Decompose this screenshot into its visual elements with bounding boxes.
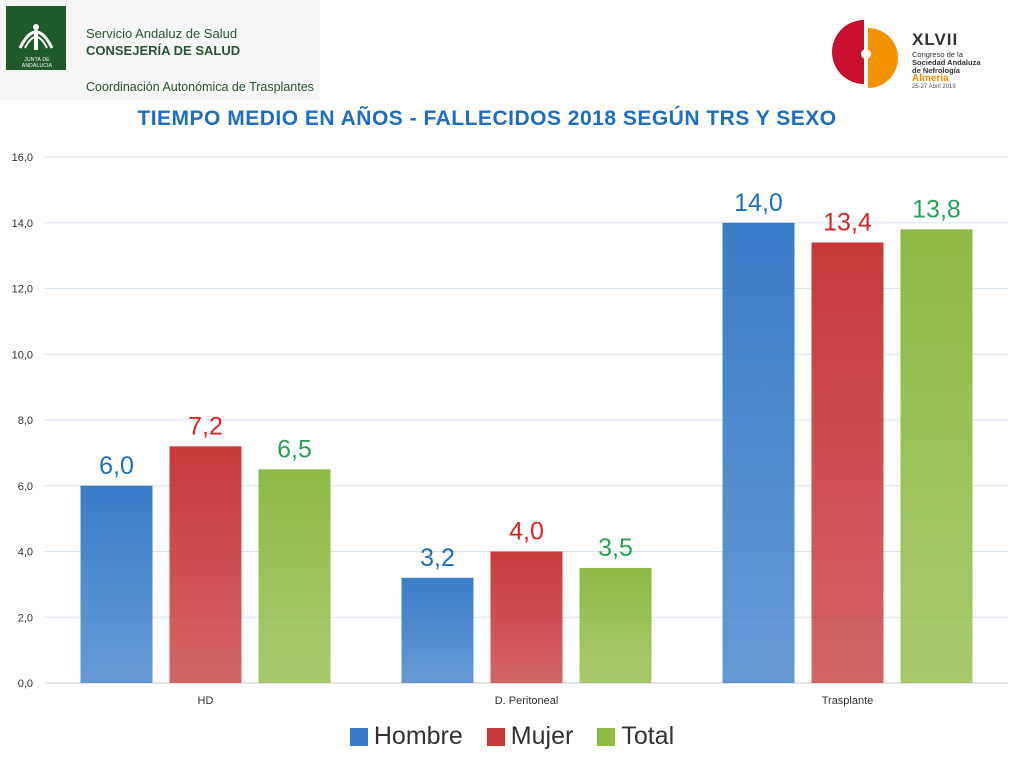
legend-label: Mujer	[510, 722, 574, 750]
bar	[169, 446, 242, 683]
data-label: 3,2	[420, 544, 455, 572]
congress-city: Almería	[912, 73, 949, 84]
congress-emblem-icon	[832, 20, 898, 88]
congress-number: XLVII	[912, 30, 959, 49]
data-label: 14,0	[734, 189, 783, 217]
bar	[722, 222, 795, 683]
bar	[490, 551, 563, 683]
data-label: 7,2	[188, 412, 223, 440]
y-tick-label: 0,0	[18, 678, 33, 690]
congress-line-2: Sociedad Andaluza	[912, 58, 981, 67]
congress-logo: XLVII Congreso de la Sociedad Andaluza d…	[824, 14, 1014, 94]
y-tick-label: 4,0	[18, 547, 33, 559]
legend-swatch	[349, 727, 368, 746]
legend-item: Mujer	[486, 722, 574, 751]
bar	[401, 577, 474, 683]
data-label: 13,4	[823, 208, 872, 236]
legend-swatch	[486, 727, 505, 746]
chart-legend: Hombre Mujer Total	[0, 722, 1024, 751]
header-department: CONSEJERÍA DE SALUD	[86, 43, 241, 58]
y-tick-label: 8,0	[18, 415, 33, 427]
data-label: 4,0	[509, 518, 544, 546]
junta-emblem-icon	[18, 24, 54, 50]
legend-item: Hombre	[349, 722, 463, 751]
bar	[900, 229, 973, 683]
congress-line-1: Congreso de la	[912, 50, 963, 59]
logo-caption: JUNTA DE ANDALUCIA	[21, 57, 53, 69]
bar	[258, 469, 331, 683]
header-service-name: Servicio Andaluz de Salud	[86, 26, 238, 41]
y-tick-label: 6,0	[18, 481, 33, 493]
x-tick-label: Trasplante	[822, 695, 874, 707]
y-tick-label: 2,0	[18, 612, 33, 624]
bar	[579, 567, 652, 683]
legend-label: Total	[621, 722, 675, 750]
data-label: 6,5	[277, 435, 312, 463]
data-label: 3,5	[598, 534, 633, 562]
data-label: 13,8	[912, 195, 961, 223]
junta-logo: JUNTA DE ANDALUCIA	[6, 6, 66, 70]
bar	[811, 242, 884, 683]
legend-label: Hombre	[373, 722, 463, 750]
legend-item: Total	[597, 722, 674, 751]
congress-line-3: de Nefrología	[912, 66, 960, 75]
x-tick-label: HD	[198, 695, 214, 707]
data-label: 6,0	[99, 452, 134, 480]
x-tick-label: D. Peritoneal	[495, 695, 559, 707]
legend-swatch	[597, 727, 616, 746]
y-tick-label: 14,0	[12, 218, 33, 230]
header-branding: JUNTA DE ANDALUCIA Servicio Andaluz de S…	[0, 0, 320, 100]
y-tick-label: 10,0	[12, 349, 33, 361]
y-tick-label: 12,0	[12, 284, 33, 296]
header-coordination: Coordinación Autonómica de Trasplantes	[86, 80, 314, 94]
congress-dates: 25-27 Abril 2019	[912, 84, 956, 90]
chart-title: TIEMPO MEDIO EN AÑOS - FALLECIDOS 2018 S…	[137, 107, 837, 130]
bar	[80, 485, 153, 683]
y-tick-label: 16,0	[12, 152, 33, 164]
